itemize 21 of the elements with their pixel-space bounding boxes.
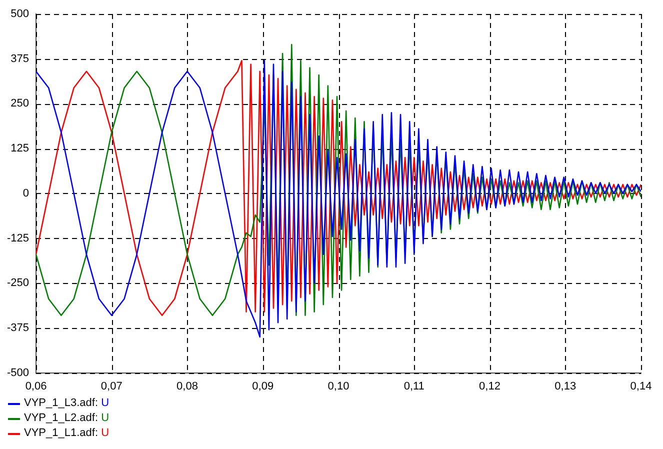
y-tick-label: -500 xyxy=(6,366,30,379)
x-tick-label: 0,14 xyxy=(630,380,652,392)
y-tick-label: 375 xyxy=(10,52,30,65)
y-tick-label: -375 xyxy=(6,322,30,334)
y-tick-label: 125 xyxy=(10,142,30,155)
legend-label: VYP_1_L1.adf: U xyxy=(24,426,110,441)
x-tick-label: 0,12 xyxy=(479,380,500,392)
legend-label: VYP_1_L2.adf: U xyxy=(24,411,110,426)
y-tick-label: 250 xyxy=(10,98,30,110)
y-tick-label: -125 xyxy=(6,232,30,244)
x-tick-label: 0,06 xyxy=(25,380,47,392)
x-tick-label: 0,11 xyxy=(404,380,424,392)
legend-label: VYP_1_L3.adf: U xyxy=(24,396,110,411)
x-tick-label: 0,10 xyxy=(328,380,350,392)
y-tick-label: 0 xyxy=(22,187,30,200)
x-tick-label: 0,07 xyxy=(100,380,122,392)
x-tick-label: 0,09 xyxy=(252,380,274,392)
x-tick-label: 0,13 xyxy=(554,380,576,392)
x-tick-label: 0,08 xyxy=(176,380,198,392)
y-tick-label: 500 xyxy=(10,8,30,20)
y-tick-label: -250 xyxy=(6,277,30,290)
